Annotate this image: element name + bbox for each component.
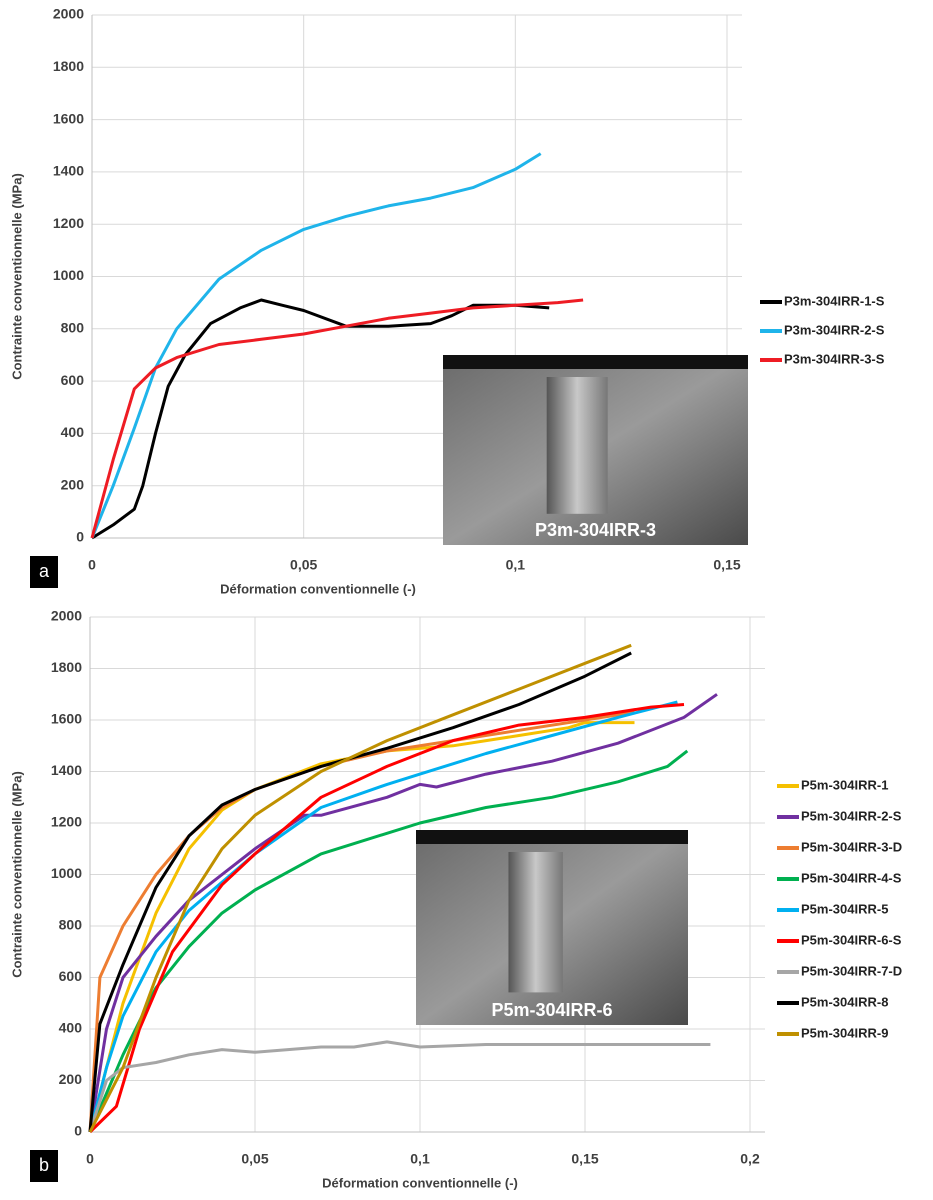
legend-label: P5m-304IRR-4-S <box>801 870 902 885</box>
legend-label: P3m-304IRR-2-S <box>784 322 885 337</box>
x-tick-label: 0 <box>88 557 96 573</box>
y-tick-label: 800 <box>61 320 85 336</box>
y-tick-label: 600 <box>59 968 83 984</box>
legend-label: P3m-304IRR-1-S <box>784 293 885 308</box>
y-tick-label: 1600 <box>51 711 82 727</box>
panel-badge <box>30 556 58 588</box>
inset-label: P5m-304IRR-6 <box>491 1000 612 1020</box>
legend-label: P5m-304IRR-3-D <box>801 839 902 854</box>
x-axis-title: Déformation conventionnelle (-) <box>322 1175 518 1190</box>
y-tick-label: 1400 <box>53 163 84 179</box>
y-axis-title: Contrainte conventionnelle (MPa) <box>9 771 24 978</box>
x-tick-label: 0,2 <box>740 1151 760 1167</box>
legend-label: P5m-304IRR-1 <box>801 777 888 792</box>
y-tick-label: 0 <box>76 529 84 545</box>
data-line <box>88 693 718 1133</box>
legend-label: P3m-304IRR-3-S <box>784 351 885 366</box>
data-line <box>88 703 685 1134</box>
inset-header <box>443 355 748 369</box>
x-axis-title: Déformation conventionnelle (-) <box>220 581 416 596</box>
x-tick-label: 0,05 <box>241 1151 268 1167</box>
x-tick-label: 0,15 <box>713 557 740 573</box>
inset-header <box>416 830 688 844</box>
y-tick-label: 1200 <box>53 215 84 231</box>
x-tick-label: 0,1 <box>506 557 526 573</box>
legend-label: P5m-304IRR-6-S <box>801 932 902 947</box>
x-tick-label: 0,15 <box>571 1151 598 1167</box>
data-line <box>91 298 550 540</box>
data-line <box>88 700 678 1133</box>
inset-pillar <box>546 377 608 514</box>
y-tick-label: 2000 <box>53 6 84 22</box>
inset-pillar <box>508 852 563 993</box>
x-tick-label: 0,1 <box>410 1151 430 1167</box>
data-line <box>88 643 632 1133</box>
panel-badge <box>30 1150 58 1182</box>
x-tick-label: 0 <box>86 1151 94 1167</box>
y-tick-label: 1200 <box>51 814 82 830</box>
x-tick-label: 0,05 <box>290 557 317 573</box>
y-tick-label: 800 <box>59 917 83 933</box>
data-line <box>90 152 542 539</box>
data-line <box>88 1040 711 1133</box>
y-tick-label: 200 <box>59 1071 83 1087</box>
y-tick-label: 1800 <box>53 58 84 74</box>
data-line <box>90 298 584 539</box>
panel-label: a <box>39 561 50 581</box>
legend-label: P5m-304IRR-2-S <box>801 808 902 823</box>
y-tick-label: 400 <box>61 424 85 440</box>
legend-label: P5m-304IRR-9 <box>801 1025 888 1040</box>
legend-label: P5m-304IRR-5 <box>801 901 888 916</box>
y-tick-label: 1600 <box>53 110 84 126</box>
y-tick-label: 600 <box>61 372 85 388</box>
data-line <box>88 651 632 1133</box>
y-axis-title: Contrainte conventionnelle (MPa) <box>9 173 24 380</box>
y-tick-label: 1800 <box>51 659 82 675</box>
y-tick-label: 0 <box>74 1123 82 1139</box>
y-tick-label: 200 <box>61 476 85 492</box>
y-tick-label: 1400 <box>51 762 82 778</box>
y-tick-label: 400 <box>59 1020 83 1036</box>
y-tick-label: 2000 <box>51 608 82 624</box>
panel-label: b <box>39 1155 49 1175</box>
legend-label: P5m-304IRR-7-D <box>801 963 902 978</box>
inset-label: P3m-304IRR-3 <box>535 520 656 540</box>
y-tick-label: 1000 <box>51 865 82 881</box>
legend-label: P5m-304IRR-8 <box>801 994 888 1009</box>
y-tick-label: 1000 <box>53 267 84 283</box>
